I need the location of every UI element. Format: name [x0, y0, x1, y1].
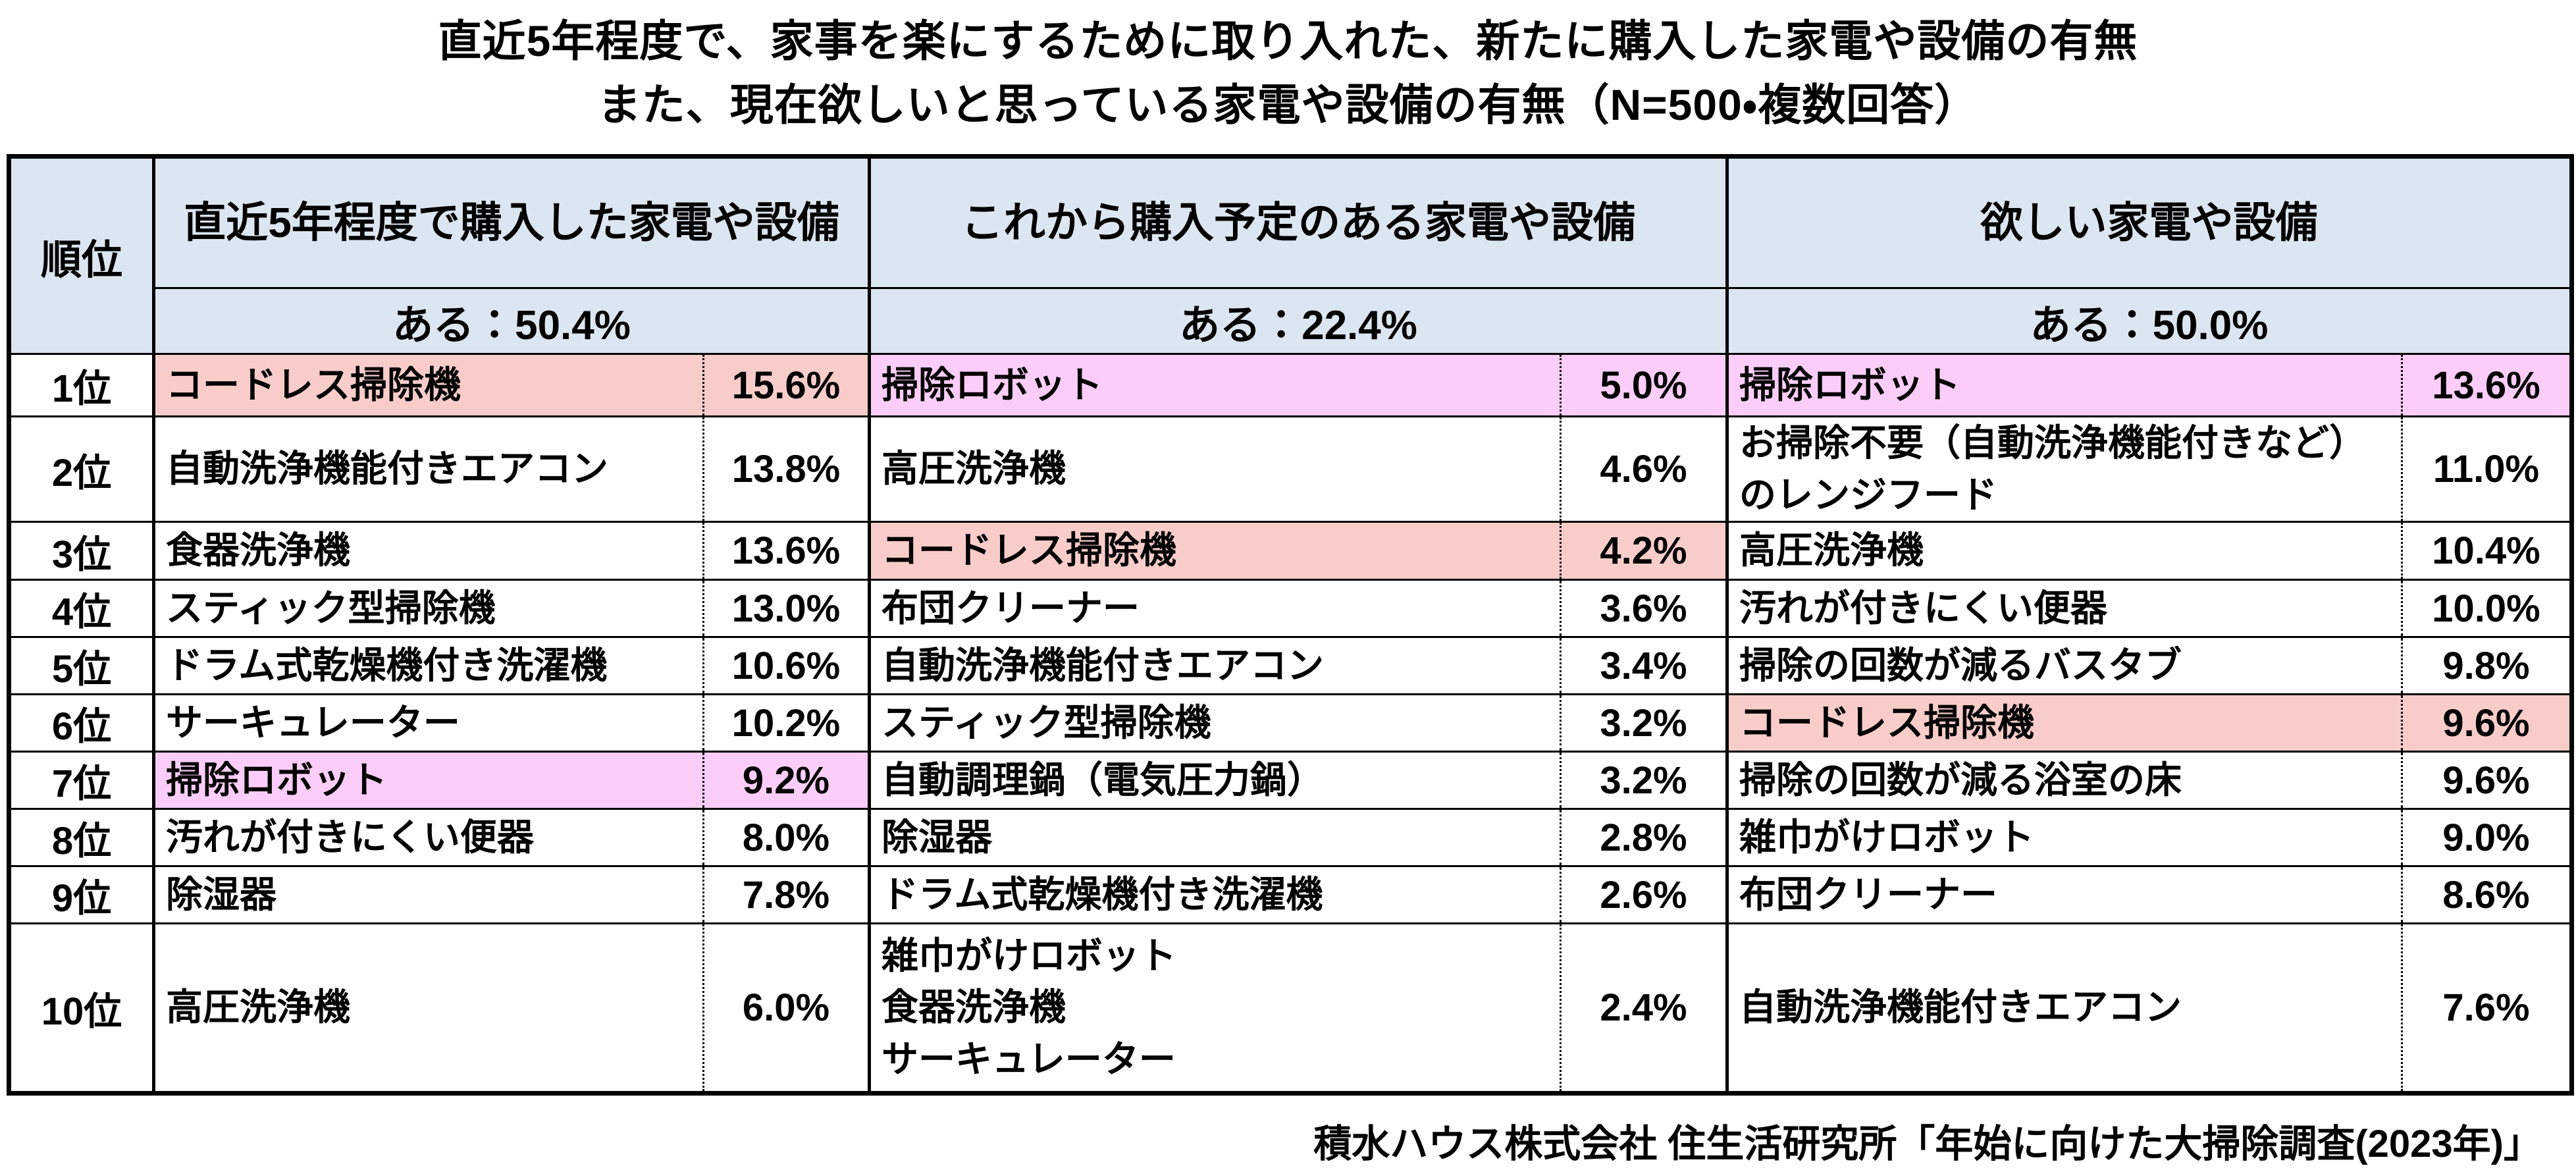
item-cell: 食器洗浄機 — [152, 521, 704, 581]
rank-column-header: 順位 — [9, 155, 154, 355]
table-row: 7位 掃除ロボット 9.2% 自動調理鍋（電気圧力鍋） 3.2% 掃除の回数が減る浴室の床… — [9, 751, 2572, 810]
ranking-table-body: 1位 コードレス掃除機 15.6% 掃除ロボット 5.0% 掃除ロボット 13.6% 2位 自動… — [9, 353, 2572, 1094]
item-cell: スティック型掃除機 — [868, 693, 1561, 753]
item-cell: 除湿器 — [152, 865, 704, 924]
chart-title-line1: 直近5年程度で、家事を楽にするために取り入れた、新たに購入した家電や設備の有無 — [438, 16, 2138, 65]
percent-cell: 3.6% — [1560, 579, 1727, 638]
percent-cell: 9.6% — [2401, 693, 2572, 753]
percent-cell: 4.6% — [1560, 415, 1727, 523]
percent-cell: 13.6% — [702, 521, 870, 581]
rank-cell: 1位 — [9, 353, 154, 417]
percent-cell: 8.6% — [2401, 865, 2572, 924]
percent-cell: 9.8% — [2401, 636, 2572, 695]
have-rate-planned: ある：22.4% — [868, 287, 1727, 355]
rank-cell: 4位 — [9, 579, 154, 638]
percent-cell: 10.0% — [2401, 579, 2572, 638]
item-cell: 雑巾がけロボット 食器洗浄機 サーキュレーター — [868, 922, 1561, 1094]
ranking-table: 順位 直近5年程度で購入した家電や設備 これから購入予定のある家電や設備 欲しい… — [7, 154, 2574, 1096]
item-cell: 高圧洗浄機 — [1725, 521, 2402, 581]
percent-cell: 3.2% — [1560, 751, 1727, 810]
item-cell: 高圧洗浄機 — [152, 922, 704, 1094]
rank-cell: 5位 — [9, 636, 154, 695]
source-citation: 積水ハウス株式会社 住生活研究所「年始に向けた大掃除調査(2023年)」 — [1313, 1123, 2542, 1165]
item-cell: 掃除の回数が減るバスタブ — [1725, 636, 2402, 695]
table-row: 4位 スティック型掃除機 13.0% 布団クリーナー 3.6% 汚れが付きにくい便器 10.… — [9, 579, 2572, 638]
item-cell: コードレス掃除機 — [1725, 693, 2402, 753]
item-cell: 汚れが付きにくい便器 — [1725, 579, 2402, 638]
percent-cell: 15.6% — [702, 353, 870, 417]
table-row: 2位 自動洗浄機能付きエアコン 13.8% 高圧洗浄機 4.6% お掃除不要（自動洗浄機能… — [9, 415, 2572, 523]
item-cell: サーキュレーター — [152, 693, 704, 753]
percent-cell: 10.4% — [2401, 521, 2572, 581]
table-row: 5位 ドラム式乾燥機付き洗濯機 10.6% 自動洗浄機能付きエアコン 3.4% 掃除の回数… — [9, 636, 2572, 695]
have-rate-wanted: ある：50.0% — [1725, 287, 2572, 355]
rank-cell: 6位 — [9, 693, 154, 753]
item-cell: 自動洗浄機能付きエアコン — [1725, 922, 2402, 1094]
item-cell: 掃除ロボット — [1725, 353, 2402, 417]
group-header-planned: これから購入予定のある家電や設備 — [868, 155, 1727, 289]
percent-cell: 9.0% — [2401, 808, 2572, 867]
percent-cell: 7.8% — [702, 865, 870, 924]
item-cell: 布団クリーナー — [868, 579, 1561, 638]
item-cell: 自動調理鍋（電気圧力鍋） — [868, 751, 1561, 810]
group-header-purchased: 直近5年程度で購入した家電や設備 — [152, 155, 870, 289]
percent-cell: 6.0% — [702, 922, 870, 1094]
percent-cell: 8.0% — [702, 808, 870, 867]
item-cell: 汚れが付きにくい便器 — [152, 808, 704, 867]
item-cell: 雑巾がけロボット — [1725, 808, 2402, 867]
chart-title-line2: また、現在欲しいと思っている家電や設備の有無（N=500・複数回答） — [597, 80, 1979, 129]
rank-cell: 2位 — [9, 415, 154, 523]
rank-cell: 10位 — [9, 922, 154, 1094]
item-cell: お掃除不要（自動洗浄機能付きなど） のレンジフード — [1725, 415, 2402, 523]
table-row: 3位 食器洗浄機 13.6% コードレス掃除機 4.2% 高圧洗浄機 10.4% — [9, 521, 2572, 581]
item-cell: 掃除の回数が減る浴室の床 — [1725, 751, 2402, 810]
rank-cell: 7位 — [9, 751, 154, 810]
percent-cell: 13.0% — [702, 579, 870, 638]
group-header-wanted: 欲しい家電や設備 — [1725, 155, 2572, 289]
percent-cell: 10.2% — [702, 693, 870, 753]
percent-cell: 5.0% — [1560, 353, 1727, 417]
rank-cell: 3位 — [9, 521, 154, 581]
item-cell: 自動洗浄機能付きエアコン — [868, 636, 1561, 695]
item-cell: コードレス掃除機 — [868, 521, 1561, 581]
percent-cell: 2.6% — [1560, 865, 1727, 924]
item-cell: スティック型掃除機 — [152, 579, 704, 638]
percent-cell: 10.6% — [702, 636, 870, 695]
percent-cell: 2.8% — [1560, 808, 1727, 867]
table-row: 6位 サーキュレーター 10.2% スティック型掃除機 3.2% コードレス掃除機 9.6% — [9, 693, 2572, 753]
item-cell: 布団クリーナー — [1725, 865, 2402, 924]
rank-cell: 9位 — [9, 865, 154, 924]
item-cell: 高圧洗浄機 — [868, 415, 1561, 523]
item-cell: 掃除ロボット — [868, 353, 1561, 417]
item-cell: ドラム式乾燥機付き洗濯機 — [868, 865, 1561, 924]
percent-cell: 13.6% — [2401, 353, 2572, 417]
percent-cell: 3.2% — [1560, 693, 1727, 753]
item-cell: コードレス掃除機 — [152, 353, 704, 417]
percent-cell: 9.2% — [702, 751, 870, 810]
percent-cell: 9.6% — [2401, 751, 2572, 810]
percent-cell: 2.4% — [1560, 922, 1727, 1094]
chart-title: 直近5年程度で、家事を楽にするために取り入れた、新たに購入した家電や設備の有無 … — [0, 0, 2576, 137]
item-cell: 掃除ロボット — [152, 751, 704, 810]
table-row: 10位 高圧洗浄機 6.0% 雑巾がけロボット 食器洗浄機 サーキュレーター 2.4% 自… — [9, 922, 2572, 1094]
table-row: 8位 汚れが付きにくい便器 8.0% 除湿器 2.8% 雑巾がけロボット 9.0% — [9, 808, 2572, 867]
item-cell: 除湿器 — [868, 808, 1561, 867]
table-row: 1位 コードレス掃除機 15.6% 掃除ロボット 5.0% 掃除ロボット 13.6% — [9, 353, 2572, 417]
item-cell: 自動洗浄機能付きエアコン — [152, 415, 704, 523]
percent-cell: 3.4% — [1560, 636, 1727, 695]
table-row: 9位 除湿器 7.8% ドラム式乾燥機付き洗濯機 2.6% 布団クリーナー 8.6% — [9, 865, 2572, 924]
percent-cell: 11.0% — [2401, 415, 2572, 523]
percent-cell: 4.2% — [1560, 521, 1727, 581]
rank-cell: 8位 — [9, 808, 154, 867]
have-rate-purchased: ある：50.4% — [152, 287, 870, 355]
item-cell: ドラム式乾燥機付き洗濯機 — [152, 636, 704, 695]
percent-cell: 13.8% — [702, 415, 870, 523]
percent-cell: 7.6% — [2401, 922, 2572, 1094]
